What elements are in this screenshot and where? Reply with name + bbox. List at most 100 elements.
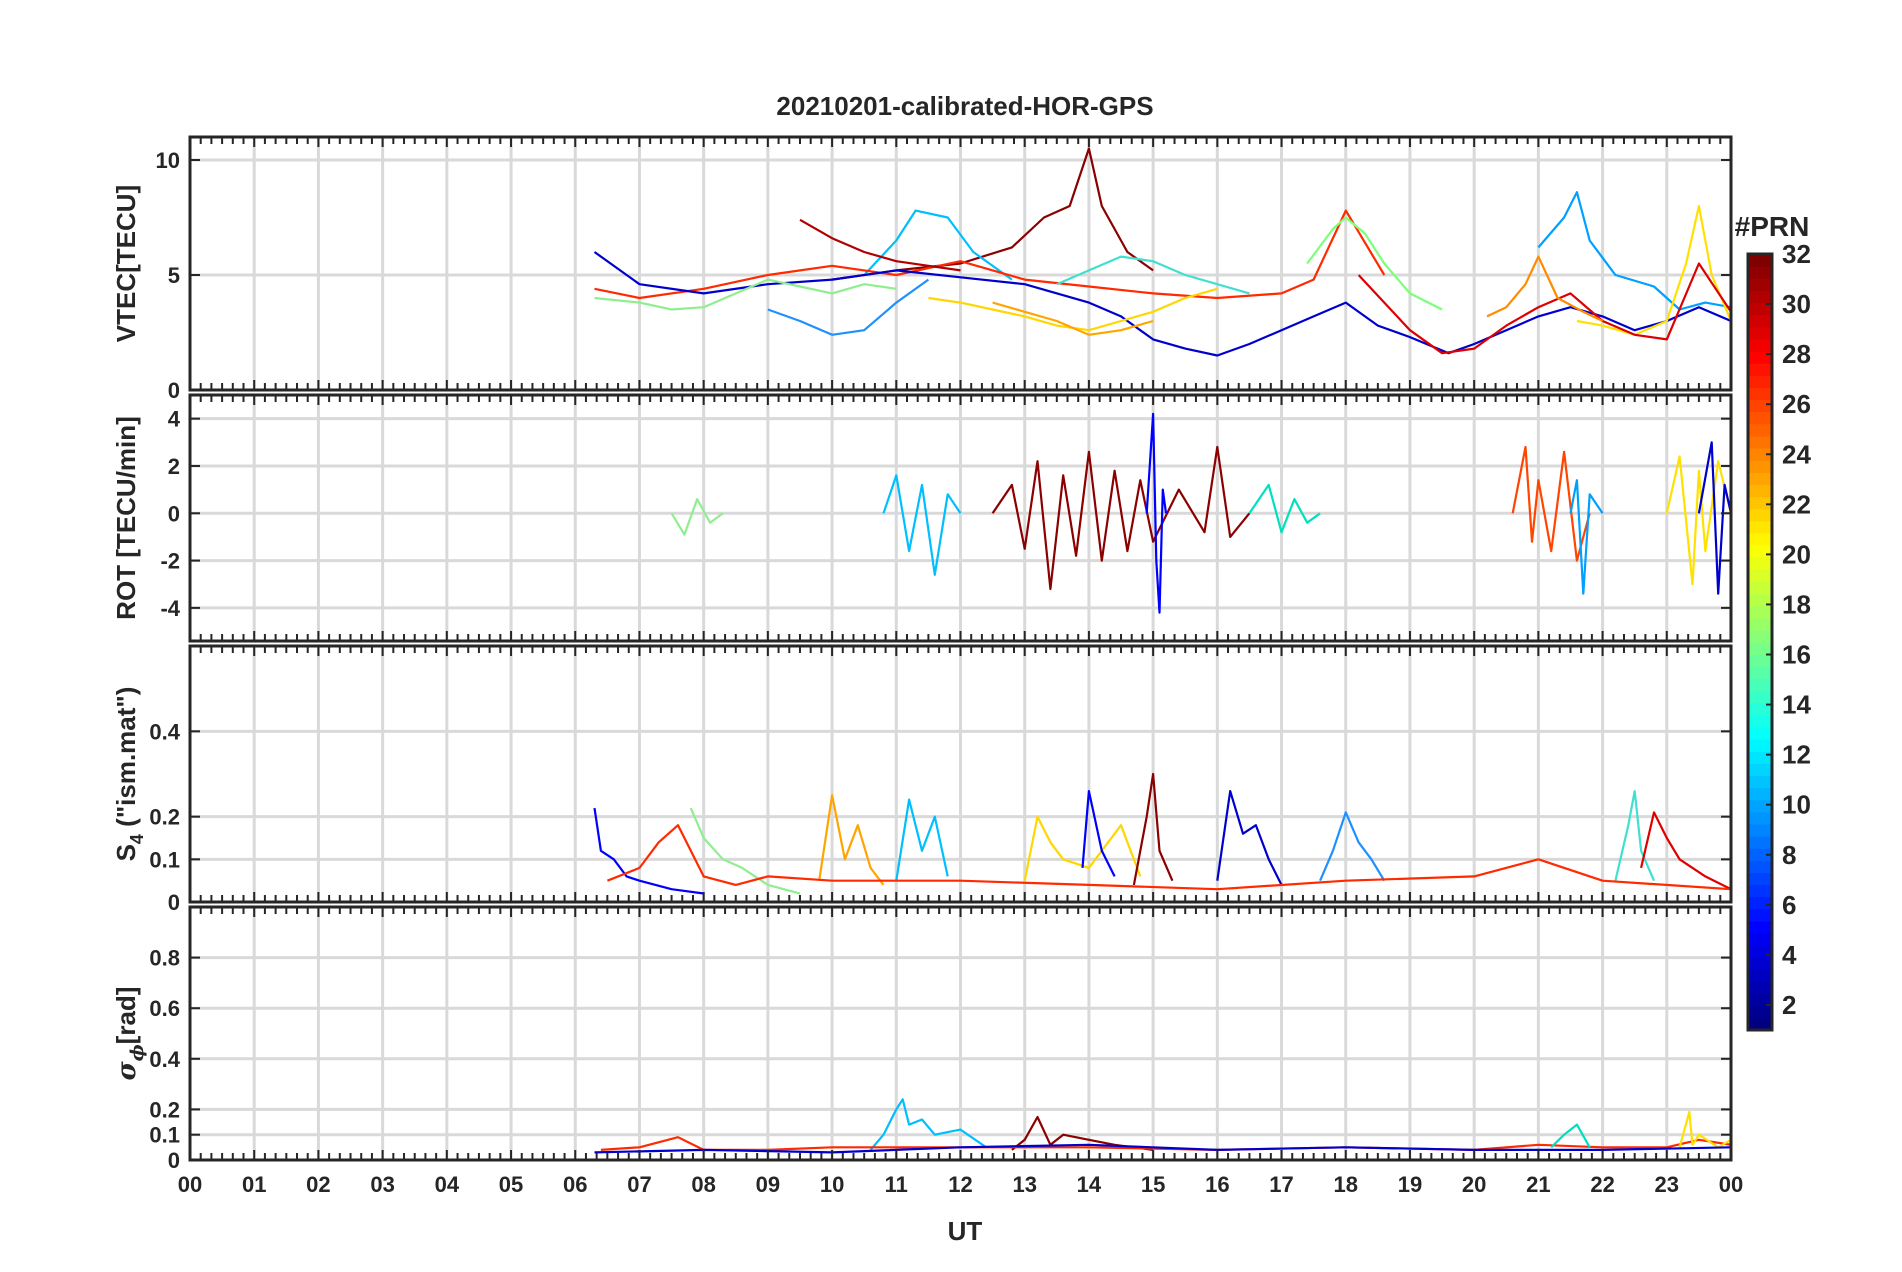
colorbar-segment [1748,581,1772,595]
colorbar-segment [1748,993,1772,1007]
y-tick-label: 0 [168,501,180,526]
y-axis-label-subscript: ϕ [127,1044,148,1061]
y-tick-label: 0.1 [149,1123,180,1148]
colorbar-tick-label: 4 [1782,940,1797,970]
colorbar-tick-label: 32 [1782,239,1811,269]
colorbar-segment [1748,666,1772,679]
colorbar-segment [1748,739,1772,752]
colorbar-segment [1748,363,1772,376]
series-line-prn-20 [1678,1110,1731,1149]
y-axis-label-tail: ("ism.mat") [111,687,141,834]
y-tick-label: 0.6 [149,996,180,1021]
tick-marks-rot: -4 -2 0 2 4 [160,395,1732,641]
y-tick-label: 0.4 [149,1047,180,1072]
y-axis-label-symbol: σ [112,1060,142,1080]
panel-s4: 00.10.20.4S4 ("ism.mat") [111,644,1733,915]
colorbar-segment [1748,278,1772,291]
colorbar-segment [1748,435,1772,449]
series-line-prn-2 [593,251,1731,357]
x-tick-label: 16 [1205,1172,1229,1197]
colorbar-segment [1748,702,1772,716]
colorbar-segment [1748,896,1772,910]
series-line-prn-20 [1665,455,1731,586]
series-line-prn-14 [1056,255,1250,295]
series-line-prn-3 [593,807,704,895]
colorbar-segment [1748,545,1772,558]
series-line-prn-11 [895,798,949,881]
series-group-vtec [593,147,1731,357]
y-tick-label: 0.2 [149,1097,180,1122]
colorbar-tick-label: 2 [1782,990,1796,1020]
x-tick-label: 09 [756,1172,780,1197]
colorbar-tick-label: 28 [1782,339,1811,369]
panel-vtec: 0 5 10 VTEC[TECU] [111,135,1733,403]
series-line-prn-27 [594,209,1386,300]
colorbar-segment [1748,763,1772,776]
series-line-prn-31 [831,147,1154,281]
x-tick-label: 04 [435,1172,460,1197]
panel-frame-rot [188,393,1733,643]
series-line-prn-11 [863,209,1013,281]
colorbar-segment [1748,920,1772,934]
series-line-prn-31 [1011,1115,1154,1151]
x-tick-label: 03 [370,1172,394,1197]
y-tick-label: 0 [168,378,180,403]
x-tick-label: 00 [178,1172,202,1197]
colorbar-tick-label: 24 [1782,439,1811,469]
panel-sigma_phi: 00.10.20.40.60.8σϕ[rad] [111,905,1733,1173]
x-axis-label: UT [948,1216,983,1246]
colorbar-tick-label: 18 [1782,589,1811,619]
x-tick-label: 18 [1334,1172,1358,1197]
x-tick-label: 12 [948,1172,972,1197]
colorbar-tick-label: 6 [1782,890,1796,920]
colorbar-segment [1748,254,1772,267]
x-tick-label: 05 [499,1172,523,1197]
colorbar-segment [1748,508,1772,522]
y-tick-label: -2 [160,549,180,574]
series-line-prn-20 [1576,204,1731,336]
series-line-prn-5 [1145,412,1168,614]
series-group-s4 [593,772,1731,895]
x-axis: 00 01 02 03 04 05 06 07 08 09 10 11 12 13 14 15 16 17 18 19… [178,1172,1743,1197]
x-tick-label: 15 [1141,1172,1165,1197]
series-line-prn-28 [1640,811,1731,891]
colorbar-segment [1748,399,1772,413]
x-tick-label: 00 [1719,1172,1743,1197]
colorbar-segment [1748,908,1772,922]
x-tick-label: 20 [1462,1172,1486,1197]
colorbar-segment [1748,690,1772,704]
y-axis-label-rot: ROT [TECU/min] [111,416,141,620]
series-line-prn-13 [1248,483,1321,534]
colorbar-segment [1748,981,1772,995]
colorbar-segment [1748,726,1772,740]
x-tick-label: 01 [242,1172,266,1197]
colorbar-tick-label: 26 [1782,389,1811,419]
y-axis-label-main: S [111,844,141,861]
grid-rot [190,395,1731,641]
y-tick-label: 0.1 [149,847,180,872]
y-tick-label: 10 [156,148,180,173]
colorbar-segment [1748,811,1772,825]
colorbar-segment [1748,375,1772,388]
colorbar-segment [1748,302,1772,316]
series-line-prn-10 [1537,191,1731,311]
x-tick-label: 10 [820,1172,844,1197]
series-line-prn-16 [594,278,897,311]
x-tick-label: 11 [885,1172,908,1197]
y-tick-label: 5 [168,263,180,288]
colorbar-segment [1748,448,1772,461]
colorbar-segment [1748,787,1772,801]
series-line-prn-29 [1357,262,1731,355]
y-axis-label-s4: S4 ("ism.mat") [111,687,147,862]
x-tick-label: 13 [1012,1172,1036,1197]
panel-frame-vtec [188,135,1733,392]
panel-frame-s4 [188,644,1733,904]
colorbar-segment [1748,338,1772,352]
colorbar-segment [1748,326,1772,340]
colorbar-segment [1748,460,1772,473]
colorbar-segment [1748,290,1772,304]
series-line-prn-30 [799,218,961,272]
colorbar-tick-label: 20 [1782,539,1811,569]
